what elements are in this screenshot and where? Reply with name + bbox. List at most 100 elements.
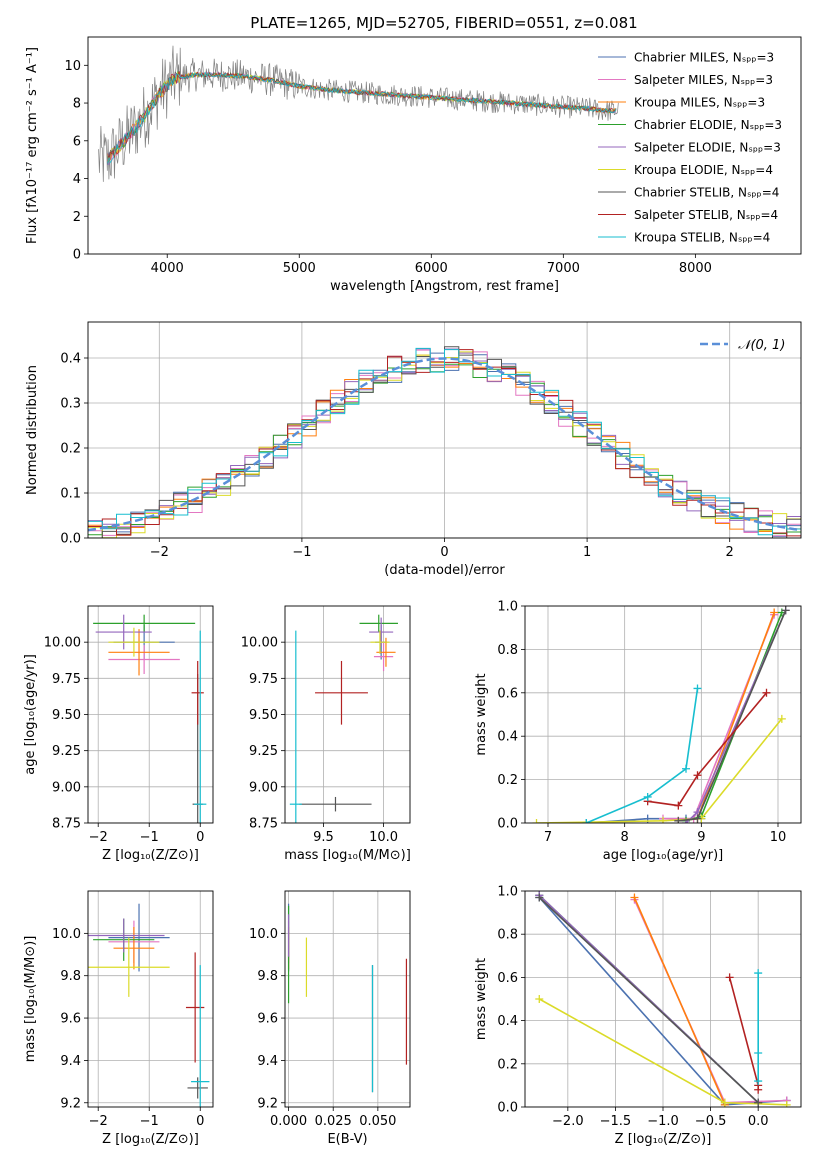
x-tick-label: 7000: [547, 261, 580, 276]
normal-reference-curve: [88, 357, 801, 532]
residuals-panel: −2 −1 0 1 2 0.0 0.1 0.2 0.3 0.4 (data-model)/error…: [25, 321, 802, 578]
y-tick-label: 0.8: [497, 928, 518, 943]
legend-label: Chabrier STELIB, Nₛₚₚ=4: [634, 186, 779, 200]
y-tick-label: 8: [73, 97, 81, 112]
mass-weight-line: [538, 896, 759, 1104]
plot-area: [285, 606, 410, 823]
y-tick-label: 9.50: [249, 708, 278, 723]
residual-histogram: [88, 347, 801, 536]
mass-vs-metallicity-panel: −2 −1 0 9.2 9.4 9.6 9.8 10.0 Z [log₁₀(Z/Z⊙)] mass…: [23, 890, 214, 1147]
x-axis-label: (data-model)/error: [384, 563, 505, 578]
axes-frame: [284, 890, 411, 1108]
x-tick-label: 0: [196, 1114, 204, 1129]
model-spectrum-line: [107, 71, 617, 164]
data-point-marker: [770, 608, 779, 617]
y-tick-label: 0.6: [497, 971, 518, 986]
x-axis-label: age [log₁₀(age/yr)]: [603, 848, 724, 863]
y-tick-label: 8.75: [52, 817, 81, 832]
plot-area: [88, 606, 213, 823]
mass-weight-line: [728, 977, 760, 1090]
legend-label: Kroupa MILES, Nₛₚₚ=3: [634, 96, 765, 110]
data-point-marker: [643, 792, 652, 801]
data-point-marker: [754, 1077, 763, 1086]
y-tick-label: 9.2: [257, 1096, 278, 1111]
data-point-marker: [754, 1049, 763, 1057]
x-tick-label: −2: [150, 545, 169, 560]
axes-frame: [524, 605, 802, 824]
mass-vs-ebv-panel: 0.000 0.025 0.050 9.2 9.4 9.6 9.8 10.0 E(B-V): [249, 890, 411, 1147]
y-tick-label: 9.75: [52, 672, 81, 687]
y-tick-label: 8.75: [249, 817, 278, 832]
y-tick-label: 9.25: [52, 744, 81, 759]
x-tick-label: 10: [770, 830, 787, 845]
x-axis-label: Z [log₁₀(Z/Z⊙)]: [102, 848, 199, 863]
mass-weight-line: [585, 688, 699, 823]
x-tick-label: 9: [697, 830, 705, 845]
data-point-marker: [693, 814, 702, 823]
data-point-marker: [754, 1085, 763, 1094]
data-point-marker: [535, 893, 544, 902]
y-tick-label: 9.75: [249, 672, 278, 687]
data-point-marker: [782, 1100, 791, 1107]
y-axis-label: mass weight: [474, 673, 489, 755]
x-axis-label: Z [log₁₀(Z/Z⊙)]: [615, 1132, 712, 1147]
y-tick-label: 6: [73, 134, 81, 149]
legend-label: Salpeter MILES, Nₛₚₚ=3: [634, 73, 773, 87]
y-tick-label: 9.8: [257, 969, 278, 984]
x-tick-label: 8: [621, 830, 629, 845]
legend-label: Salpeter ELODIE, Nₛₚₚ=3: [634, 141, 781, 155]
x-tick-label: 2: [726, 545, 734, 560]
y-tick-label: 10.0: [52, 927, 81, 942]
y-tick-label: 9.50: [52, 708, 81, 723]
mass-weight-line: [663, 614, 775, 820]
observed-spectrum: [98, 45, 619, 182]
legend-label: Kroupa ELODIE, Nₛₚₚ=4: [634, 163, 773, 177]
mass-weight-line: [633, 897, 726, 1106]
legend-label: Chabrier ELODIE, Nₛₚₚ=3: [634, 118, 782, 132]
y-tick-label: 9.00: [249, 780, 278, 795]
x-tick-label: 5000: [283, 261, 316, 276]
axes-frame: [524, 890, 802, 1108]
y-tick-label: 0.3: [60, 397, 81, 412]
y-axis-label: age [log₁₀(age/yr)]: [23, 654, 38, 775]
x-tick-label: 7: [544, 830, 552, 845]
x-tick-label: −2: [89, 830, 108, 845]
x-tick-label: 0.050: [359, 1114, 396, 1129]
age-vs-metallicity-panel: −2 −1 0 8.75 9.00 9.25 9.50 9.75 10.00 Z [log₁₀(Z…: [23, 605, 214, 863]
axes-frame: [87, 321, 802, 539]
axes-frame: [284, 605, 411, 824]
data-point-marker: [582, 819, 591, 823]
y-tick-label: 0.0: [497, 1101, 518, 1116]
y-tick-label: 9.00: [52, 780, 81, 795]
axes-frame: [87, 605, 214, 824]
y-tick-label: 9.6: [60, 1012, 81, 1027]
data-point-marker: [777, 714, 786, 723]
y-tick-label: 9.4: [60, 1054, 81, 1069]
plot-area: [525, 891, 801, 1107]
data-point-marker: [781, 606, 790, 615]
plot-area: [88, 891, 213, 1107]
y-tick-label: 0.2: [497, 773, 518, 788]
y-axis-label: mass [log₁₀(M/M⊙)]: [23, 936, 38, 1063]
axes-frame: [87, 890, 214, 1108]
data-point-marker: [630, 893, 639, 902]
legend-label: Salpeter STELIB, Nₛₚₚ=4: [634, 208, 778, 222]
x-tick-label: 10.0: [369, 830, 398, 845]
y-tick-label: 0.4: [60, 352, 81, 367]
legend-label: 𝒩(0, 1): [738, 338, 785, 353]
y-tick-label: 10.00: [44, 636, 81, 651]
y-tick-label: 0.4: [497, 730, 518, 745]
legend-label: Chabrier MILES, Nₛₚₚ=3: [634, 51, 774, 65]
y-tick-label: 4: [73, 172, 81, 187]
y-tick-label: 1.0: [497, 600, 518, 615]
data-point-marker: [535, 995, 544, 1003]
y-tick-label: 0.6: [497, 686, 518, 701]
y-axis-label: Flux [fλ10⁻¹⁷ erg cm⁻² s⁻¹ A⁻¹]: [25, 47, 40, 244]
age-vs-mass-panel: 9.5 10.0 8.75 9.00 9.25 9.50 9.75 10.00 mass [lo…: [241, 605, 411, 863]
x-axis-label: E(B-V): [327, 1132, 367, 1147]
data-point-marker: [754, 1098, 763, 1107]
x-tick-label: −2.0: [552, 1114, 584, 1129]
data-point-marker: [674, 816, 683, 823]
y-tick-label: 9.25: [249, 744, 278, 759]
